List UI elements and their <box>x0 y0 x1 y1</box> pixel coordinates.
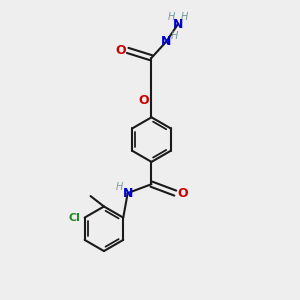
Text: O: O <box>116 44 127 57</box>
Text: N: N <box>161 35 172 48</box>
Text: H: H <box>181 12 188 22</box>
Text: O: O <box>177 187 188 200</box>
Text: H: H <box>168 12 176 22</box>
Text: O: O <box>139 94 149 107</box>
Text: Cl: Cl <box>68 213 80 223</box>
Text: N: N <box>173 18 183 31</box>
Text: H: H <box>171 31 178 41</box>
Text: N: N <box>122 187 133 200</box>
Text: H: H <box>116 182 123 192</box>
